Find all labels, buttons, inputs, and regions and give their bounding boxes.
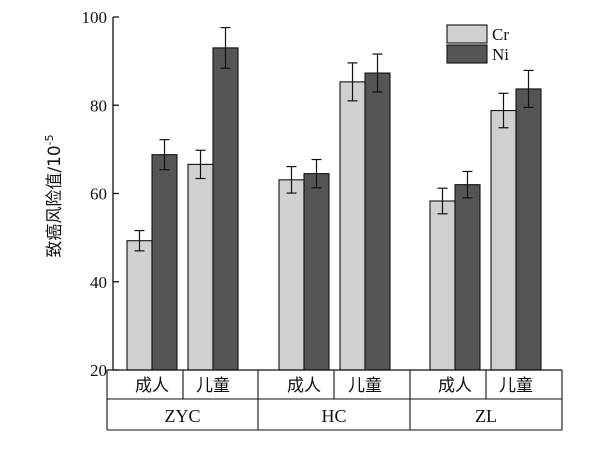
y-tick-label: 100 <box>82 8 108 27</box>
legend-label-cr: Cr <box>492 25 509 44</box>
bar-cr <box>187 163 214 371</box>
bars <box>126 47 542 371</box>
subcategory-label: 儿童 <box>196 376 230 396</box>
y-tick-label: 60 <box>90 185 107 204</box>
bar-ni <box>303 173 330 371</box>
bar-cr <box>429 200 456 371</box>
y-axis-label-superscript: -5 <box>43 134 56 145</box>
bar-cr <box>126 240 153 371</box>
y-tick-label: 40 <box>90 273 107 292</box>
bar-cr <box>339 81 366 371</box>
bar-ni <box>151 154 178 371</box>
legend-swatch-ni <box>446 44 488 64</box>
bar-ni <box>454 184 481 371</box>
y-axis-label-text: 致癌风险值/10 <box>45 145 65 257</box>
bar-ni <box>364 72 391 371</box>
y-tick-label: 80 <box>90 96 107 115</box>
subcategory-label: 成人 <box>438 376 472 396</box>
subcategory-label: 儿童 <box>499 376 533 396</box>
group-label: ZL <box>475 406 497 426</box>
axes: 20 40 60 80 100 <box>82 8 119 380</box>
bar-cr <box>490 109 517 371</box>
subcategory-label: 儿童 <box>348 376 382 396</box>
bar-ni <box>515 88 542 371</box>
group-label: ZYC <box>165 406 201 426</box>
group-label: HC <box>321 406 346 426</box>
error-bars <box>134 26 534 252</box>
bar-ni <box>212 47 239 371</box>
legend-label-ni: Ni <box>492 45 509 64</box>
bar-cr <box>278 179 305 371</box>
legend-swatch-cr <box>446 24 488 44</box>
y-tick-label: 20 <box>90 361 107 380</box>
subcategory-label: 成人 <box>135 376 169 396</box>
category-axis: 成人 儿童 成人 儿童 成人 儿童 ZYC HC ZL <box>106 369 563 431</box>
subcategory-label: 成人 <box>287 376 321 396</box>
y-axis-label: 致癌风险值/10-5 <box>43 134 65 257</box>
